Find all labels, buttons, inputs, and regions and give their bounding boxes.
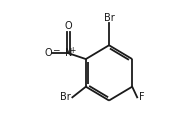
Text: O: O [65, 21, 72, 31]
Text: Br: Br [60, 92, 71, 102]
Text: N: N [65, 48, 73, 58]
Text: F: F [139, 92, 144, 102]
Text: O: O [44, 48, 52, 58]
Text: Br: Br [104, 13, 114, 23]
Text: −: − [52, 46, 60, 55]
Text: +: + [69, 46, 75, 55]
